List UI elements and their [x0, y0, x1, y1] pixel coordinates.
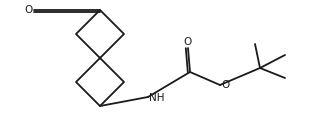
- Text: O: O: [184, 37, 192, 47]
- Text: O: O: [25, 5, 33, 15]
- Text: NH: NH: [149, 93, 164, 103]
- Text: O: O: [221, 80, 229, 90]
